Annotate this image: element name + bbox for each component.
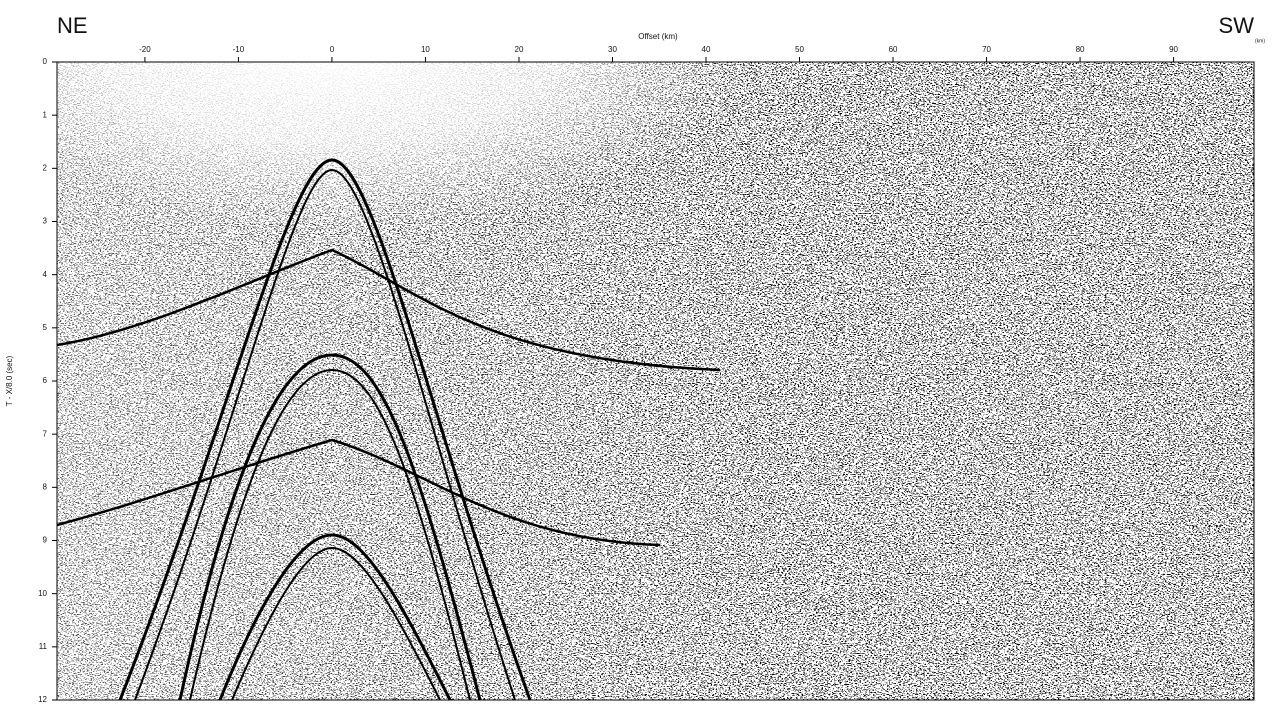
y-tick-label: 11: [39, 642, 48, 651]
y-tick-label: 10: [38, 589, 47, 598]
y-tick-label: 6: [43, 376, 48, 385]
x-axis-label: Offset (km): [638, 32, 678, 41]
x-tick-label: 90: [1169, 45, 1178, 54]
x-tick-label: 80: [1076, 45, 1085, 54]
x-tick-label: 30: [608, 45, 617, 54]
y-tick-label: 8: [43, 482, 48, 491]
y-tick-label: 1: [43, 110, 48, 119]
x-tick-label: 60: [889, 45, 898, 54]
y-tick-label: 0: [43, 57, 48, 66]
y-tick-label: 4: [43, 270, 48, 279]
y-tick-label: 3: [43, 217, 48, 226]
y-tick-label: 2: [43, 163, 48, 172]
label-sw: SW: [1219, 13, 1255, 38]
y-tick-label: 7: [43, 429, 48, 438]
x-tick-label: 0: [330, 45, 335, 54]
y-tick-label: 5: [43, 323, 48, 332]
x-tick-label: 50: [795, 45, 804, 54]
label-sw-unit: (km): [1255, 38, 1265, 44]
seismic-image: [57, 62, 1254, 700]
x-tick-label: 40: [702, 45, 711, 54]
y-tick-label: 12: [38, 695, 47, 704]
y-axis-label: T - X/8.0 (sec): [5, 355, 14, 406]
x-tick-label: 70: [982, 45, 991, 54]
x-tick-label: 10: [421, 45, 430, 54]
x-tick-label: -10: [233, 45, 245, 54]
label-ne: NE: [57, 13, 88, 38]
x-tick-label: 20: [515, 45, 524, 54]
y-tick-label: 9: [43, 536, 48, 545]
x-tick-label: -20: [139, 45, 151, 54]
